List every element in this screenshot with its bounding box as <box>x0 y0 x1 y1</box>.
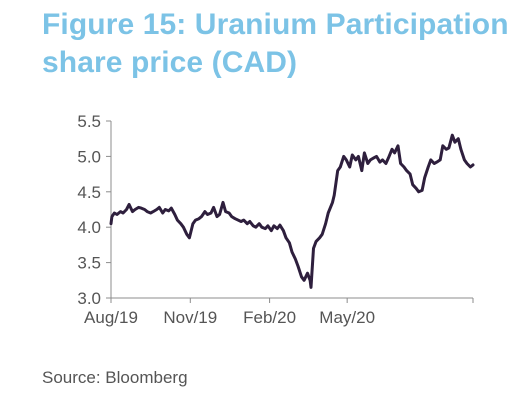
y-tick-label: 3.0 <box>77 289 101 308</box>
y-tick-label: 4.0 <box>77 218 101 237</box>
y-tick-label: 5.0 <box>77 147 101 166</box>
price-line-chart: 3.0 3.5 4.0 4.5 5.0 5.5 Aug/19 Nov/19 Feb/20 May… <box>77 112 475 327</box>
x-axis: Aug/19 Nov/19 Feb/20 May/20 <box>84 297 474 327</box>
x-tick-label: May/20 <box>319 308 375 327</box>
chart-title-line-1: Figure 15: Uranium Participation <box>42 8 509 41</box>
chart-title-line-2: share price (CAD) <box>42 46 298 79</box>
series-line-share-price <box>109 133 475 289</box>
x-tick-label: Feb/20 <box>243 308 296 327</box>
y-tick-label: 4.5 <box>77 183 101 202</box>
x-tick-label: Nov/19 <box>163 308 217 327</box>
x-tick-label: Aug/19 <box>84 308 138 327</box>
source-note: Source: Bloomberg <box>42 368 188 387</box>
series-group <box>109 133 475 289</box>
y-tick-label: 5.5 <box>77 112 101 131</box>
y-tick-label: 3.5 <box>77 254 101 273</box>
y-axis: 3.0 3.5 4.0 4.5 5.0 5.5 <box>77 112 112 308</box>
chart-title: Figure 15: Uranium Participation share p… <box>42 6 509 82</box>
